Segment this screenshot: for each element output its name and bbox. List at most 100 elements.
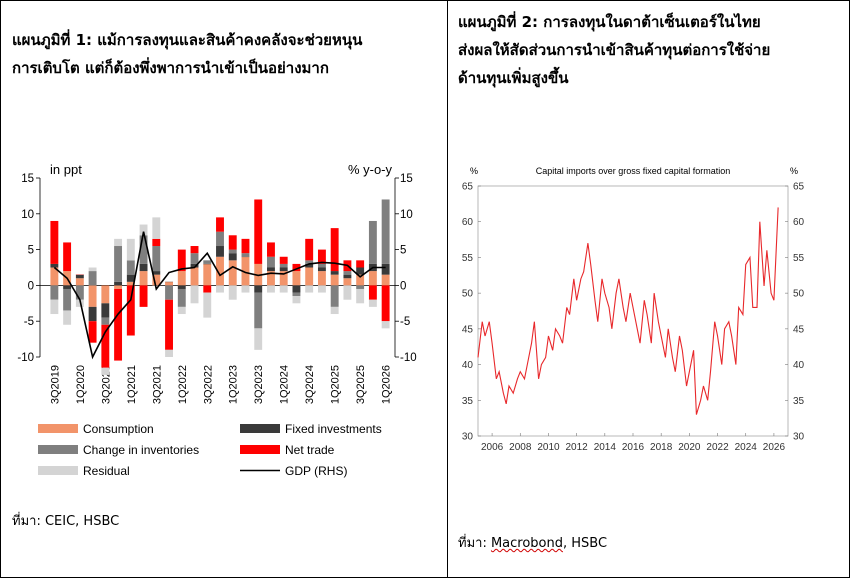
right-chart-axes: Capital imports over gross fixed capital… — [462, 166, 805, 453]
bar-consumption-4Q2020 — [114, 285, 123, 289]
bar-fixed-investments-1Q2025 — [330, 271, 339, 275]
bar-residual-3Q2025 — [356, 288, 365, 304]
left-y-tick-label: 15 — [21, 173, 34, 185]
bar-consumption-3Q2022 — [203, 263, 212, 286]
right-title-line3: ด้านทุนเพิ่มสูงขึ้น — [458, 69, 569, 87]
bar-consumption-2Q2020 — [88, 285, 97, 307]
bar-fixed-investments-3Q2020 — [101, 303, 110, 318]
bar-consumption-1Q2023 — [228, 260, 237, 286]
bar-residual-2Q2020 — [88, 267, 97, 272]
bar-residual-2Q2022 — [190, 285, 199, 304]
gdp-line — [53, 231, 386, 360]
bar-consumption-3Q2019 — [50, 267, 59, 286]
right-y-tick-label: 5 — [400, 245, 406, 257]
bar-fixed-investments-1Q2026 — [381, 263, 390, 275]
x-tick-label: 1Q2022 — [177, 365, 189, 404]
bar-net-trade-1Q2026 — [381, 285, 390, 322]
bar-change-in-inventories-4Q2024 — [317, 263, 326, 268]
legend-fixed-investments-swatch — [240, 424, 280, 433]
right-y-tick-label: 40 — [793, 360, 805, 371]
right-source-name: Macrobond — [490, 536, 563, 551]
bar-consumption-2Q2022 — [190, 267, 199, 286]
bar-change-in-inventories-3Q2020 — [101, 317, 110, 325]
left-y-tick-label: 60 — [462, 217, 474, 228]
right-panel-title: แผนภูมิที่ 2: การลงทุนในดาต้าเซ็นเตอร์ใน… — [458, 8, 843, 92]
bar-net-trade-3Q2024 — [305, 238, 314, 261]
bar-fixed-investments-4Q2023 — [267, 267, 275, 272]
bar-change-in-inventories-2Q2023 — [241, 253, 250, 257]
bar-residual-3Q2019 — [50, 299, 59, 315]
right-chart-right-unit: % — [790, 166, 798, 176]
right-source-rest: , HSBC — [563, 536, 608, 551]
bar-fixed-investments-1Q2023 — [228, 253, 237, 261]
x-tick-label: 2010 — [537, 442, 560, 453]
bar-residual-4Q2023 — [267, 285, 275, 293]
bar-change-in-inventories-1Q2026 — [381, 199, 390, 264]
legend-change-in-inventories-label: Change in inventories — [83, 443, 199, 457]
bar-residual-1Q2026 — [381, 321, 390, 329]
bar-fixed-investments-3Q2023 — [254, 285, 263, 293]
x-tick-label: 2014 — [594, 442, 617, 453]
bar-consumption-3Q2025 — [356, 274, 365, 286]
bar-fixed-investments-2Q2025 — [343, 274, 352, 279]
bar-change-in-inventories-4Q2021 — [165, 285, 173, 300]
right-y-tick-label: -5 — [400, 316, 410, 328]
bar-change-in-inventories-4Q2023 — [267, 256, 275, 268]
right-chart: Capital imports over gross fixed capital… — [462, 166, 805, 453]
bar-net-trade-4Q2019 — [63, 242, 72, 272]
bar-net-trade-3Q2023 — [254, 199, 263, 264]
plot-frame — [477, 185, 789, 437]
bar-net-trade-4Q2020 — [114, 288, 123, 361]
bar-fixed-investments-2Q2020 — [88, 306, 97, 322]
bar-consumption-3Q2024 — [305, 267, 314, 286]
legend-residual-swatch — [38, 466, 78, 475]
legend-net-trade-swatch — [240, 445, 280, 454]
bar-consumption-4Q2021 — [165, 281, 173, 286]
bar-change-in-inventories-4Q2020 — [114, 246, 123, 282]
x-tick-label: 1Q2023 — [228, 365, 240, 404]
legend-net-trade-label: Net trade — [285, 443, 335, 457]
legend-change-in-inventories-swatch — [38, 445, 78, 454]
bar-net-trade-3Q2022 — [203, 285, 212, 293]
bar-residual-4Q2024 — [317, 285, 326, 293]
bar-change-in-inventories-3Q2025 — [356, 285, 365, 289]
bar-residual-3Q2024 — [305, 285, 314, 293]
bar-net-trade-4Q2024 — [317, 249, 326, 264]
x-tick-label: 2006 — [481, 442, 504, 453]
bar-change-in-inventories-4Q2019 — [63, 288, 72, 311]
legend-consumption-swatch — [38, 424, 78, 433]
bar-net-trade-2Q2024 — [292, 263, 301, 272]
bar-residual-1Q2021 — [126, 238, 135, 261]
bar-net-trade-2Q2022 — [190, 246, 199, 254]
right-y-tick-label: 65 — [793, 182, 805, 193]
right-title-line2: ส่งผลให้สัดส่วนการนำเข้าสินค้าทุนต่อการใ… — [458, 41, 771, 59]
legend-consumption-label: Consumption — [83, 422, 154, 436]
bar-net-trade-2Q2023 — [241, 238, 250, 254]
bar-consumption-1Q2020 — [75, 278, 84, 286]
bar-residual-3Q2020 — [101, 367, 110, 375]
bar-residual-2Q2025 — [343, 285, 352, 300]
bar-change-in-inventories-3Q2022 — [203, 260, 212, 264]
bar-fixed-investments-1Q2020 — [75, 274, 84, 279]
x-tick-label: 2018 — [650, 442, 673, 453]
bar-residual-3Q2023 — [254, 328, 263, 350]
bar-net-trade-4Q2021 — [165, 299, 173, 350]
left-y-tick-label: -10 — [17, 352, 34, 364]
left-y-tick-label: 50 — [462, 289, 474, 300]
right-chart-left-unit: % — [470, 166, 478, 176]
bar-residual-2Q2024 — [292, 296, 301, 304]
bar-fixed-investments-2Q2021 — [139, 263, 148, 272]
bar-net-trade-3Q2019 — [50, 220, 59, 264]
bar-fixed-investments-4Q2024 — [317, 267, 326, 272]
bar-fixed-investments-2Q2024 — [292, 285, 301, 293]
left-chart-bars — [50, 199, 390, 375]
bar-consumption-1Q2026 — [381, 274, 390, 286]
legend-gdp-rhs-label: GDP (RHS) — [285, 464, 347, 478]
left-chart-gdp-line-group — [53, 231, 386, 360]
bar-fixed-investments-1Q2022 — [177, 285, 186, 289]
left-title-line1: แผนภูมิที่ 1: แม้การลงทุนและสินค้าคงคลัง… — [12, 31, 363, 49]
left-panel-title: แผนภูมิที่ 1: แม้การลงทุนและสินค้าคงคลัง… — [12, 26, 437, 82]
bar-change-in-inventories-4Q2025 — [368, 220, 377, 264]
bar-consumption-4Q2023 — [267, 271, 275, 286]
x-tick-label: 1Q2021 — [126, 365, 138, 404]
